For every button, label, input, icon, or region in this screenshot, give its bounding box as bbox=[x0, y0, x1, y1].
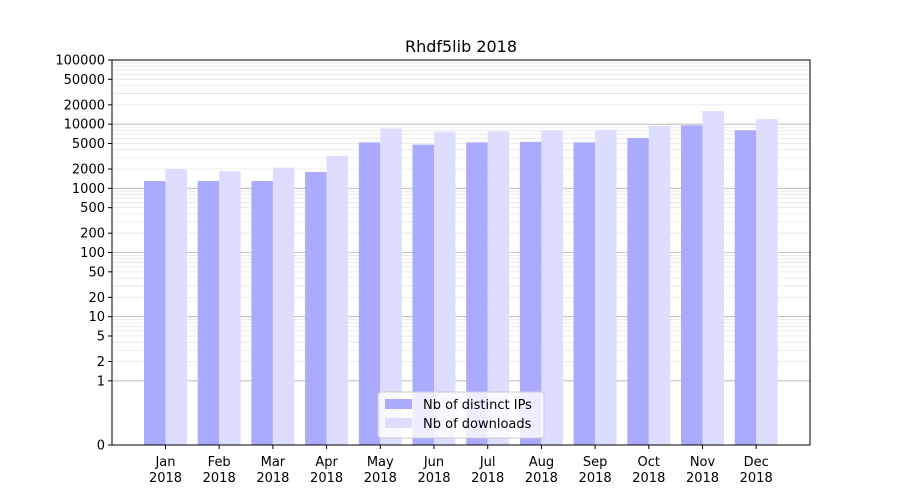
bars bbox=[144, 111, 778, 446]
x-tick-label: Jan 2018 bbox=[149, 455, 182, 486]
bar-ips bbox=[144, 181, 166, 445]
x-tick-label: Nov 2018 bbox=[686, 455, 719, 486]
y-tick-label: 5 bbox=[97, 329, 105, 344]
bar-downloads bbox=[756, 119, 778, 445]
bar-ips bbox=[412, 144, 434, 445]
bar-downloads bbox=[487, 131, 510, 445]
legend-box bbox=[377, 391, 545, 439]
bar-ips bbox=[734, 130, 757, 445]
bar-downloads bbox=[595, 129, 617, 445]
bar-ips bbox=[519, 141, 542, 446]
y-tick-label: 1000 bbox=[72, 182, 105, 197]
bar-downloads bbox=[326, 155, 349, 445]
y-tick-label: 100 bbox=[80, 246, 105, 261]
bar-ips bbox=[358, 142, 381, 446]
x-axis: Jan 2018 Feb 2018 Mar 2018 Apr 2018 May 2018 Jun 20… bbox=[149, 445, 773, 486]
legend-swatch bbox=[385, 418, 412, 428]
y-tick-label: 0 bbox=[97, 439, 105, 454]
legend: Nb of distinct IPs Nb of downloads bbox=[377, 391, 545, 439]
y-tick-label: 100000 bbox=[55, 54, 105, 69]
bar-downloads bbox=[165, 169, 187, 445]
bar-ips bbox=[627, 137, 649, 445]
x-tick-label: May 2018 bbox=[364, 455, 397, 486]
y-tick-label: 50000 bbox=[64, 73, 105, 88]
y-tick-label: 10 bbox=[88, 310, 105, 325]
y-tick-label: 10000 bbox=[64, 118, 105, 133]
y-tick-label: 2 bbox=[97, 355, 105, 370]
y-tick-label: 20000 bbox=[64, 98, 105, 113]
y-tick-label: 200 bbox=[80, 227, 105, 242]
bar-ips bbox=[251, 181, 273, 445]
bar-downloads bbox=[272, 167, 295, 445]
bar-ips bbox=[681, 125, 703, 445]
bar-downloads bbox=[434, 131, 456, 446]
x-tick-label: Sep 2018 bbox=[579, 455, 612, 486]
bar-downloads bbox=[541, 130, 563, 445]
y-tick-label: 50 bbox=[88, 265, 105, 280]
x-tick-label: Feb 2018 bbox=[203, 455, 236, 486]
x-tick-label: Dec 2018 bbox=[740, 455, 773, 486]
bar-downloads bbox=[648, 125, 671, 445]
bar-downloads bbox=[380, 128, 402, 445]
x-tick-label: Jul 2018 bbox=[471, 455, 504, 486]
bar-ips bbox=[305, 171, 327, 445]
x-tick-label: Apr 2018 bbox=[310, 455, 343, 486]
x-tick-label: Aug 2018 bbox=[525, 455, 558, 486]
x-tick-label: Oct 2018 bbox=[632, 455, 665, 486]
legend-label: Nb of distinct IPs bbox=[423, 398, 532, 413]
legend-swatch bbox=[385, 399, 412, 409]
y-tick-label: 2000 bbox=[72, 163, 105, 178]
bar-ips bbox=[197, 181, 220, 445]
y-tick-label: 500 bbox=[80, 201, 105, 216]
chart-title: Rhdf5lib 2018 bbox=[405, 37, 517, 56]
y-axis: 0 1 2 5 10 20 50 100 200 500 1000 2000 5000 10000 2000… bbox=[55, 54, 112, 454]
x-tick-label: Mar 2018 bbox=[256, 455, 289, 486]
y-tick-label: 1 bbox=[97, 374, 105, 389]
x-tick-label: Jun 2018 bbox=[417, 455, 450, 486]
bar-ips bbox=[573, 142, 596, 446]
y-tick-label: 20 bbox=[88, 291, 105, 306]
bar-downloads bbox=[702, 111, 724, 445]
bar-ips bbox=[466, 142, 488, 446]
y-tick-label: 5000 bbox=[72, 137, 105, 152]
bar-downloads bbox=[219, 171, 241, 445]
legend-label: Nb of downloads bbox=[423, 417, 532, 432]
